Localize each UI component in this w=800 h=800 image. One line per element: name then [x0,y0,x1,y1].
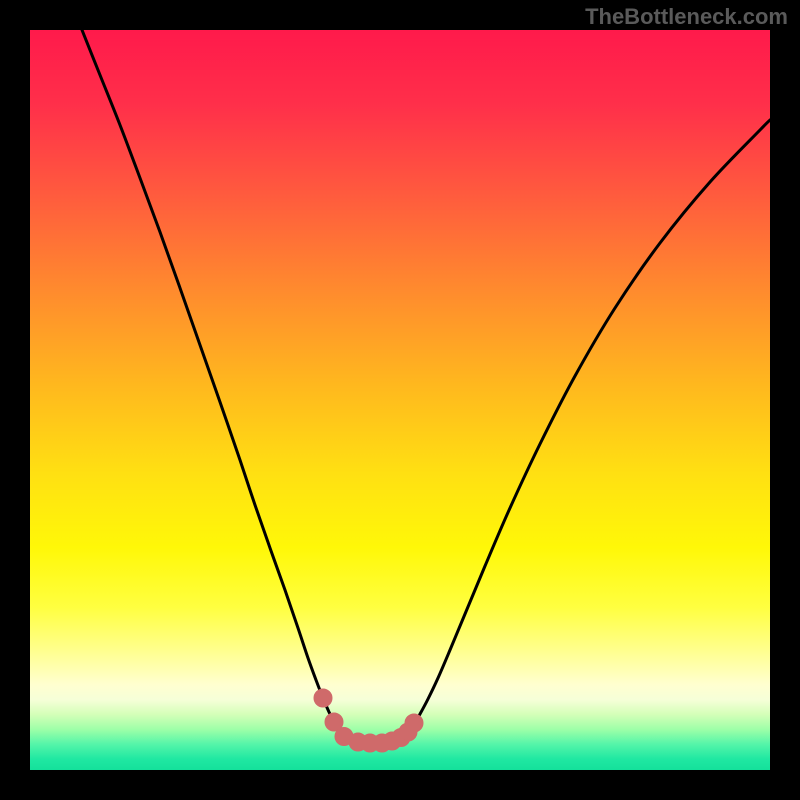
curve-layer [30,30,770,770]
marker-point [405,714,423,732]
bottom-markers [314,689,423,752]
bottleneck-curve [82,30,770,743]
chart-frame: TheBottleneck.com [0,0,800,800]
plot-area [30,30,770,770]
marker-point [314,689,332,707]
watermark-text: TheBottleneck.com [585,4,788,30]
